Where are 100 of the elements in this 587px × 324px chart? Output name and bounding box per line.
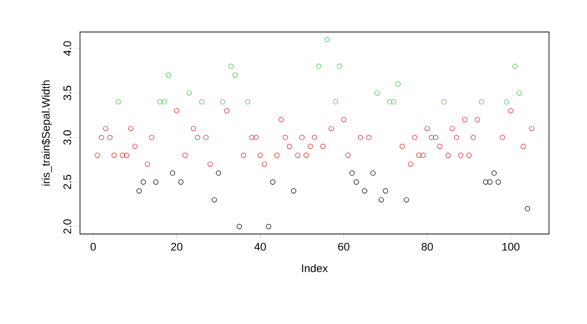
point	[116, 99, 121, 104]
point	[366, 134, 372, 140]
point	[358, 134, 364, 140]
point	[182, 152, 188, 158]
point	[529, 126, 534, 132]
point	[412, 134, 418, 140]
point	[203, 134, 209, 140]
point	[94, 152, 100, 158]
point	[320, 144, 326, 149]
point	[178, 179, 184, 185]
point	[416, 152, 422, 158]
point	[354, 179, 359, 185]
point	[420, 152, 426, 158]
point	[345, 152, 351, 158]
point	[220, 99, 226, 104]
point	[216, 170, 222, 176]
point	[98, 134, 104, 140]
point	[504, 99, 510, 104]
point	[262, 162, 267, 167]
point	[462, 117, 468, 122]
point	[424, 126, 430, 132]
point	[382, 188, 388, 194]
point	[132, 144, 138, 149]
point	[433, 134, 438, 140]
point	[107, 134, 112, 140]
y-tick-label: 3.0	[63, 130, 72, 145]
point	[391, 99, 396, 104]
y-axis-title: iris_train$Sepal.Width	[42, 80, 52, 186]
point	[136, 188, 142, 194]
y-tick-label: 2.0	[63, 219, 72, 234]
point	[437, 144, 442, 149]
point	[245, 99, 250, 104]
point	[474, 117, 480, 122]
point	[124, 152, 130, 158]
point	[286, 144, 292, 149]
point	[274, 152, 280, 158]
point	[341, 117, 346, 122]
point	[299, 134, 305, 140]
point	[470, 134, 476, 140]
point	[304, 152, 309, 158]
point	[295, 152, 300, 158]
point	[212, 197, 217, 202]
point	[258, 152, 263, 158]
x-tick-label: 80	[422, 242, 433, 251]
point	[450, 126, 455, 132]
point	[120, 152, 126, 158]
y-tick-label: 4.0	[63, 41, 72, 56]
x-tick-label: 100	[502, 242, 520, 251]
point	[253, 134, 259, 140]
point	[328, 126, 334, 132]
point	[491, 170, 497, 176]
point	[441, 99, 447, 104]
point	[524, 206, 530, 212]
point	[270, 179, 276, 185]
y-tick-label: 3.5	[63, 86, 72, 100]
point	[487, 179, 492, 185]
point	[395, 81, 401, 87]
x-tick-label: 20	[171, 242, 182, 251]
point	[224, 108, 230, 114]
point	[387, 99, 392, 104]
point	[308, 144, 313, 149]
point	[170, 170, 176, 176]
point	[500, 134, 505, 140]
point	[157, 99, 163, 104]
point	[374, 90, 380, 96]
point	[478, 99, 484, 104]
point	[186, 90, 192, 96]
point	[228, 64, 234, 69]
x-tick-label: 40	[254, 242, 266, 251]
x-axis-title: Index	[302, 264, 328, 272]
point	[332, 99, 338, 104]
point	[324, 36, 330, 42]
point	[428, 134, 434, 140]
point	[128, 126, 134, 132]
point	[520, 144, 526, 149]
point	[103, 126, 108, 132]
point	[350, 170, 355, 176]
point	[199, 99, 204, 104]
point	[400, 144, 405, 149]
point	[508, 108, 514, 114]
point	[362, 188, 368, 194]
point	[404, 197, 409, 202]
y-tick-label: 2.5	[63, 174, 72, 190]
point	[454, 134, 460, 140]
point	[144, 162, 150, 167]
point	[240, 152, 246, 158]
point	[336, 64, 342, 69]
point	[140, 179, 146, 185]
point	[153, 179, 158, 185]
point	[291, 188, 296, 194]
point	[512, 64, 518, 69]
point	[282, 134, 288, 140]
point	[458, 152, 464, 158]
point	[166, 72, 171, 78]
point	[232, 72, 238, 78]
point	[111, 152, 117, 158]
point	[370, 170, 376, 176]
point	[208, 162, 213, 167]
point	[162, 99, 167, 104]
point	[378, 197, 384, 202]
